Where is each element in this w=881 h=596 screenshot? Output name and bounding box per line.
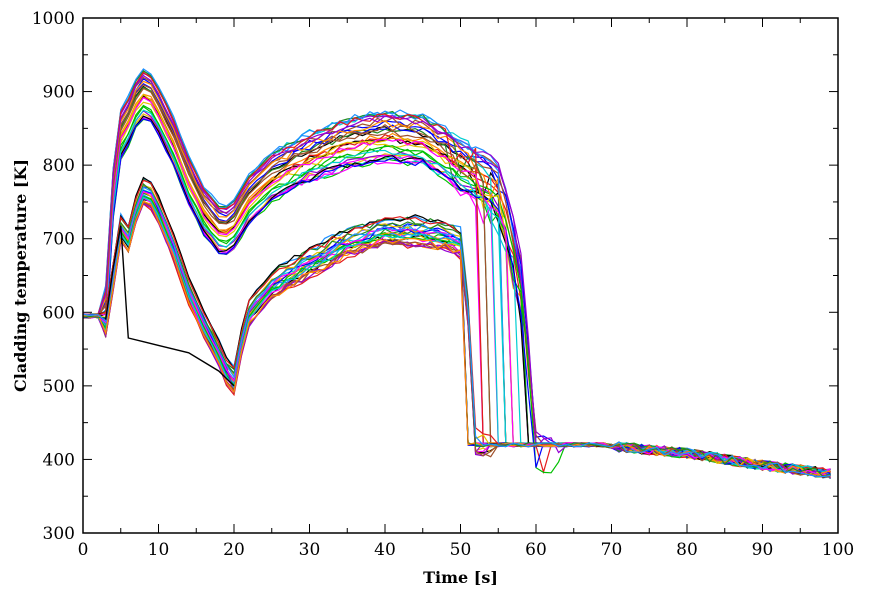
series-line-early-quench [105,225,235,387]
series-line [82,189,831,477]
series-line [82,190,831,477]
series-line [82,193,831,476]
y-tick-label: 900 [43,83,75,103]
series-line [82,177,831,479]
series-line [82,70,831,476]
y-tick-label: 700 [43,230,75,250]
series-line [82,182,831,478]
series-line [82,72,831,477]
series-line [82,184,831,478]
series-line [82,77,831,475]
series-line [83,71,831,473]
series-line [82,196,831,473]
x-tick-label: 20 [223,540,245,560]
x-tick-label: 0 [78,540,89,560]
x-tick-label: 100 [822,540,854,560]
series-line [82,76,831,477]
series-line [82,68,831,477]
y-axis-label: Cladding temperature [K] [11,159,30,392]
x-tick-label: 70 [601,540,623,560]
x-tick-label: 90 [752,540,774,560]
series-line [82,69,831,476]
series-line [82,190,831,478]
series-line [82,179,831,475]
series-line [82,178,831,479]
series-line [82,190,831,476]
y-tick-label: 300 [43,524,75,544]
series-line [82,176,831,479]
x-tick-label: 30 [299,540,321,560]
y-tick-label: 1000 [32,9,75,29]
y-tick-label: 500 [43,377,75,397]
x-tick-label: 40 [374,540,396,560]
series-line [82,186,831,478]
x-tick-label: 50 [450,540,472,560]
x-tick-label: 10 [148,540,170,560]
y-tick-label: 400 [43,450,75,470]
tick-layer: 0 10 20 30 40 50 60 70 80 90 100 300 400 500 600 700 800… [32,9,854,560]
x-tick-label: 80 [676,540,698,560]
x-tick-label: 60 [525,540,547,560]
x-axis-label: Time [s] [423,568,498,587]
y-tick-label: 800 [43,156,75,176]
y-tick-label: 600 [43,303,75,323]
series-line [82,72,831,479]
series-layer [82,68,831,480]
